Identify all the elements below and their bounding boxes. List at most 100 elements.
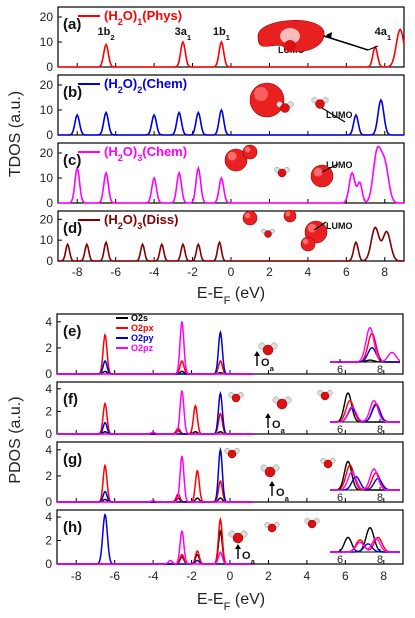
water-molecule [260, 464, 280, 478]
y-tick-label: 10 [40, 35, 54, 49]
isosurface-lobe [242, 210, 258, 226]
tdos-curve [58, 145, 404, 204]
orbital-label: 1b1 [213, 26, 231, 42]
adsorbate-structure [258, 342, 278, 356]
panel-label: (c) [63, 152, 81, 169]
water-molecule [228, 391, 244, 403]
y-tick-label: 2 [45, 404, 52, 418]
y-axis-label: PDOS (a.u.) [7, 396, 24, 483]
x-tick-label: 4 [305, 265, 312, 279]
inset-tick-label: 8 [377, 364, 383, 376]
y-tick-label: 0 [46, 196, 53, 210]
x-tick-label: 6 [343, 265, 350, 279]
legend-label: (H2O)1(Phys) [104, 8, 182, 27]
lumo-arrow [321, 163, 339, 173]
lumo-label: LUMO [326, 160, 353, 170]
atom-label: Oa [261, 357, 275, 373]
legend-label: O2px [131, 323, 154, 333]
pdos-panel: 024(g)Oa 6 8 [45, 441, 404, 509]
water-molecule [224, 447, 240, 459]
lumo-label: LUMO [326, 221, 353, 231]
isosurface-d [242, 209, 328, 252]
lumo-label: LUMO [326, 110, 353, 120]
y-axis-label: TDOS (a.u.) [7, 91, 24, 177]
water-molecule [317, 389, 333, 401]
isosurface-c [224, 144, 339, 188]
isosurface-lobe [283, 209, 297, 223]
x-tick-label: 8 [380, 569, 387, 583]
inset-tick-label: 8 [377, 492, 383, 504]
pdos-panel: 024(h)Oa 6 8 [45, 509, 404, 571]
inset-tick-label: 6 [337, 424, 343, 436]
y-tick-label: 2 [45, 534, 52, 548]
x-tick-label: 0 [227, 569, 234, 583]
water-molecule [304, 517, 320, 529]
tdos-curve [58, 28, 405, 68]
legend-label: (H2O)2(Chem) [104, 76, 187, 95]
inset-curve-o2pz [330, 468, 400, 491]
y-tick-label: 0 [45, 495, 52, 509]
pdos-curve-o2pz [57, 455, 254, 503]
tdos-chart: 01020(a)(H2O)1(Phys)1b23a11b14a1LUMO0102… [7, 6, 405, 307]
isosurface-lobe [300, 236, 316, 252]
water-molecule [320, 457, 336, 469]
panel-label: (a) [63, 16, 81, 33]
tdos-curve [58, 226, 404, 262]
y-tick-label: 10 [40, 171, 54, 185]
insets [224, 20, 379, 252]
pdos-curve-o2pz [57, 530, 254, 565]
y-tick-label: 2 [45, 341, 52, 355]
y-tick-label: 4 [45, 510, 52, 524]
y-tick-label: 2 [45, 469, 52, 483]
x-tick-label: -6 [109, 569, 120, 583]
atom-label: Oa [272, 419, 286, 435]
isosurface-lobe [242, 144, 258, 160]
adsorbate-structure [228, 517, 320, 544]
pdos-panel: 024(e)Oa 6 8 [45, 313, 404, 381]
y-tick-label: 20 [40, 10, 54, 24]
isosurface-b [249, 82, 346, 123]
x-tick-label: -6 [110, 265, 121, 279]
x-axis-label: E-EF (eV) [197, 285, 265, 307]
orbital-label: 3a1 [175, 26, 192, 42]
x-tick-label: -4 [149, 265, 160, 279]
inset-tick-label: 6 [337, 364, 343, 376]
y-tick-label: 20 [40, 146, 54, 160]
water-molecule [274, 166, 290, 178]
orbital-label: 4a1 [375, 26, 392, 42]
x-tick-label: 6 [342, 569, 349, 583]
tdos-panel: 0 10 20 (b) (H2O)2(Chem) LUMO [40, 74, 405, 142]
y-tick-label: 4 [45, 315, 52, 329]
water-molecule [311, 97, 329, 109]
x-tick-label: 8 [381, 265, 388, 279]
adsorbate-structure [228, 389, 333, 410]
inset-curve-o2pz [330, 399, 400, 423]
x-tick-label: -2 [186, 569, 197, 583]
water-molecule [276, 101, 294, 113]
inset-tick-label: 8 [377, 424, 383, 436]
y-tick-label: 0 [46, 60, 53, 74]
adsorbate-structure [224, 447, 336, 478]
y-tick-label: 4 [45, 382, 52, 396]
x-axis-label: E-EF (eV) [197, 591, 265, 613]
y-tick-label: 20 [40, 212, 54, 226]
tdos-curve [58, 98, 404, 136]
water-molecule [272, 396, 292, 410]
x-tick-label: -8 [72, 265, 83, 279]
tdos-panel: 0 10 20 (c) (H2O)3(Chem) LUMO [40, 142, 405, 210]
inset-curve-o2pz [330, 327, 401, 363]
panel-label: (e) [63, 323, 81, 340]
x-tick-label: 4 [304, 569, 311, 583]
y-tick-label: 10 [40, 233, 54, 247]
water-molecule [261, 228, 275, 238]
panel-label: (d) [63, 220, 82, 237]
y-tick-label: 0 [45, 427, 52, 441]
pdos-panel: 024(f)Oa 6 8 [45, 381, 404, 441]
water-molecule [228, 530, 248, 544]
legend-label: O2pz [131, 343, 154, 353]
isosurface-lobe [224, 148, 248, 172]
